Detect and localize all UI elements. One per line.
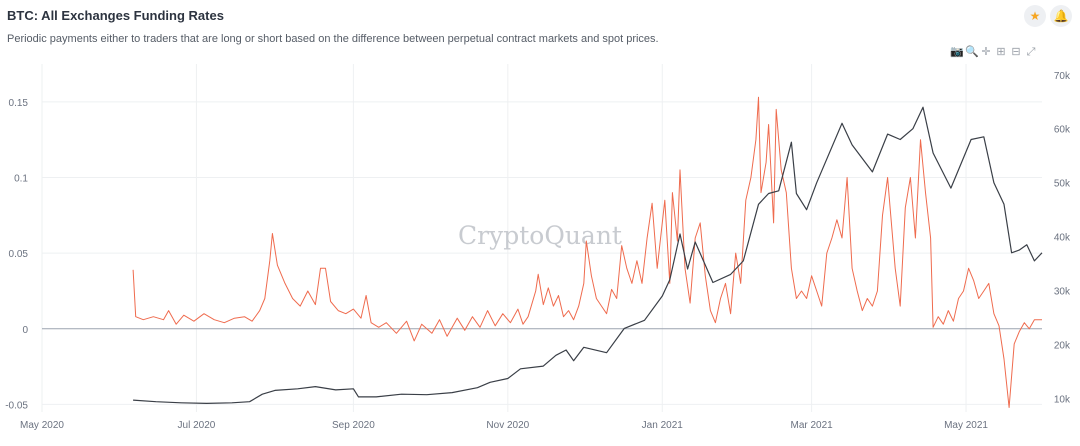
y-right-tick-label: 70k — [1054, 71, 1071, 82]
pan-icon[interactable]: ✛ — [981, 46, 991, 58]
y-left-tick-label: 0 — [22, 325, 28, 336]
x-tick-label: Nov 2020 — [486, 420, 529, 431]
x-tick-label: Jul 2020 — [178, 420, 216, 431]
x-axis: May 2020 Jul 2020 Sep 2020 Nov 2020 Jan 2021… — [20, 420, 988, 431]
grid-lines — [41, 64, 1042, 412]
x-tick-label: May 2021 — [944, 420, 988, 431]
zoom-icon[interactable]: 🔍 — [965, 46, 979, 58]
y-right-tick-label: 40k — [1054, 233, 1071, 244]
x-tick-label: Jan 2021 — [642, 420, 684, 431]
y-right-tick-label: 50k — [1054, 179, 1071, 190]
page-title: BTC: All Exchanges Funding Rates — [7, 8, 224, 23]
y-left-tick-label: 0.05 — [9, 249, 29, 260]
chart-modebar: 📷 🔍 ✛ ⊞ ⊟ ⤢ — [950, 46, 1037, 58]
y-right-tick-label: 20k — [1054, 341, 1071, 352]
zoom-out-icon[interactable]: ⊟ — [1011, 46, 1021, 58]
btc-price-line — [133, 106, 1043, 404]
notification-bell-icon[interactable]: 🔔 — [1050, 5, 1072, 27]
camera-icon[interactable]: 📷 — [950, 46, 964, 58]
x-tick-label: May 2020 — [20, 420, 64, 431]
y-axis-left: -0.05 0 0.05 0.1 0.15 — [5, 98, 28, 412]
y-right-tick-label: 10k — [1054, 395, 1071, 406]
funding-rate-line — [132, 96, 1042, 408]
y-axis-right: 10k 20k 30k 40k 50k 60k 70k — [1054, 71, 1071, 406]
x-tick-label: Mar 2021 — [790, 420, 833, 431]
watermark: CryptoQuant — [458, 221, 622, 250]
favorite-star-icon[interactable]: ★ — [1024, 5, 1046, 27]
series-layer — [132, 96, 1043, 408]
y-left-tick-label: 0.1 — [14, 173, 28, 184]
y-right-tick-label: 30k — [1054, 287, 1071, 298]
y-left-tick-label: 0.15 — [9, 98, 29, 109]
zoom-in-icon[interactable]: ⊞ — [996, 46, 1006, 58]
x-tick-label: Sep 2020 — [332, 420, 375, 431]
y-left-tick-label: -0.05 — [5, 400, 28, 411]
y-right-tick-label: 60k — [1054, 125, 1071, 136]
autoscale-icon[interactable]: ⤢ — [1026, 46, 1036, 58]
page-subtitle: Periodic payments either to traders that… — [7, 33, 659, 45]
